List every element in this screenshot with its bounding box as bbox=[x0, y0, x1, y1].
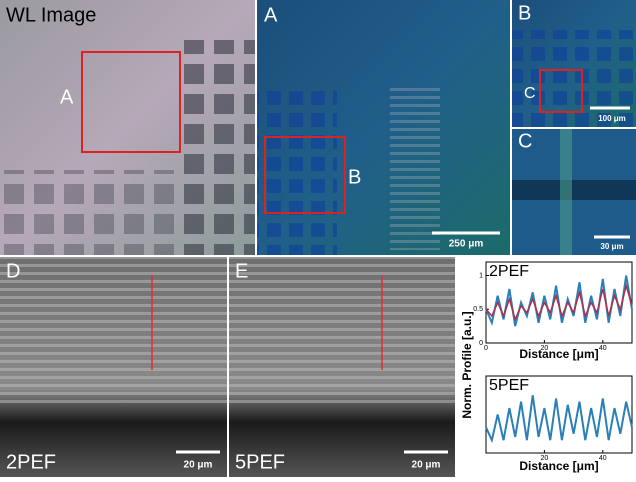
region-box bbox=[264, 136, 346, 214]
y-axis-label: Norm. Profile [a.u.] bbox=[460, 311, 474, 418]
x-tick-label: 20 bbox=[541, 345, 549, 352]
mode-label: 2PEF bbox=[6, 451, 56, 473]
x-axis-label: Distance [μm] bbox=[519, 347, 598, 361]
panel-c: C 30 μm bbox=[512, 129, 636, 255]
wl-image-panel: WL Image A bbox=[0, 0, 255, 255]
mode-label: 5PEF bbox=[235, 451, 285, 473]
region-box bbox=[81, 51, 181, 153]
plot-title: 2PEF bbox=[489, 263, 529, 280]
x-tick-label: 0 bbox=[484, 345, 488, 352]
y-tick-label: 0.5 bbox=[473, 306, 483, 313]
panel-label: A bbox=[264, 4, 278, 26]
panel-title: WL Image bbox=[6, 4, 96, 26]
panel-a: A B 250 μm bbox=[257, 0, 510, 255]
y-tick-label: 0 bbox=[479, 340, 483, 347]
scale-label: 250 μm bbox=[449, 239, 484, 250]
region-label: B bbox=[348, 166, 361, 188]
panel-label: C bbox=[518, 130, 532, 152]
panel-e: E 5PEF 20 μm bbox=[229, 257, 455, 477]
panel-b: B C 100 μm bbox=[512, 0, 636, 127]
x-axis-label: Distance [μm] bbox=[519, 459, 598, 473]
y-tick-label: 1 bbox=[479, 272, 483, 279]
series-line bbox=[485, 282, 633, 322]
panel-label: D bbox=[6, 260, 20, 282]
scale-label: 30 μm bbox=[600, 242, 623, 251]
region-label: C bbox=[524, 85, 536, 102]
scale-label: 20 μm bbox=[184, 460, 213, 471]
panel-label: B bbox=[518, 2, 531, 24]
x-tick-label: 40 bbox=[599, 455, 607, 462]
series-line bbox=[485, 395, 633, 444]
plot-title: 5PEF bbox=[489, 377, 529, 394]
x-tick-label: 40 bbox=[599, 345, 607, 352]
scale-label: 100 μm bbox=[598, 114, 626, 123]
panel-d: D 2PEF 20 μm bbox=[0, 257, 227, 477]
panel-label: E bbox=[235, 260, 248, 282]
scale-label: 20 μm bbox=[412, 460, 441, 471]
x-tick-label: 20 bbox=[541, 455, 549, 462]
region-box bbox=[539, 69, 583, 113]
region-label: A bbox=[60, 86, 74, 108]
